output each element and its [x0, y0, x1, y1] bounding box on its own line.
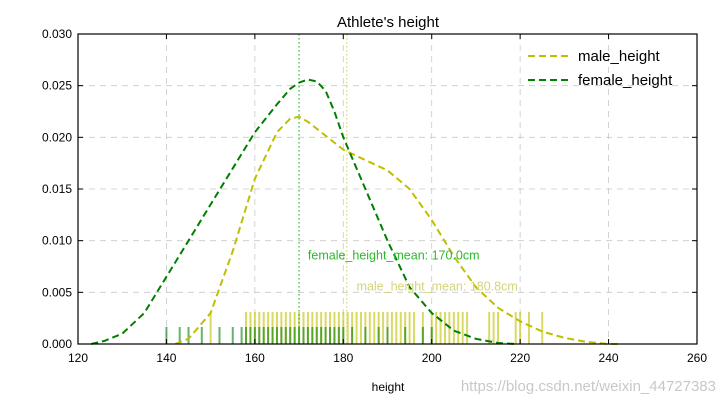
y-axis: 0.000 0.005 0.010 0.015 0.020 0.025 0.030 — [42, 27, 697, 351]
rug-marks — [165, 312, 544, 344]
x-axis: 120 140 160 180 200 220 240 260 — [68, 34, 707, 365]
y-tick-label: 0.000 — [42, 337, 72, 351]
y-tick-label: 0.010 — [42, 234, 72, 248]
watermark: https://blog.csdn.net/weixin_44727383 — [460, 378, 716, 395]
y-tick-label: 0.030 — [42, 27, 72, 41]
x-tick-label: 220 — [510, 351, 530, 365]
grid — [78, 34, 697, 344]
legend: male_height female_height — [528, 48, 673, 89]
y-tick-label: 0.025 — [42, 79, 72, 93]
y-tick-label: 0.015 — [42, 182, 72, 196]
x-tick-label: 180 — [333, 351, 353, 365]
mean-annotations: female_height_mean: 170.0cm male_height_m… — [308, 248, 518, 293]
mean-label-female_height: female_height_mean: 170.0cm — [308, 248, 480, 262]
x-tick-label: 160 — [245, 351, 265, 365]
legend-label-female_height: female_height — [578, 72, 673, 89]
x-tick-label: 240 — [599, 351, 619, 365]
legend-label-male_height: male_height — [578, 48, 661, 65]
chart-title: Athlete's height — [337, 14, 440, 31]
series-line-female_height — [91, 78, 516, 345]
mean-label-male_height: male_height_mean: 180.8cm — [357, 279, 518, 293]
x-tick-label: 120 — [68, 351, 88, 365]
y-tick-label: 0.005 — [42, 285, 72, 299]
x-axis-label: height — [372, 380, 405, 394]
y-tick-label: 0.020 — [42, 130, 72, 144]
series-line-male_height — [174, 115, 622, 345]
x-tick-label: 200 — [422, 351, 442, 365]
x-tick-label: 140 — [156, 351, 176, 365]
series-lines — [91, 78, 622, 345]
x-tick-label: 260 — [687, 351, 707, 365]
